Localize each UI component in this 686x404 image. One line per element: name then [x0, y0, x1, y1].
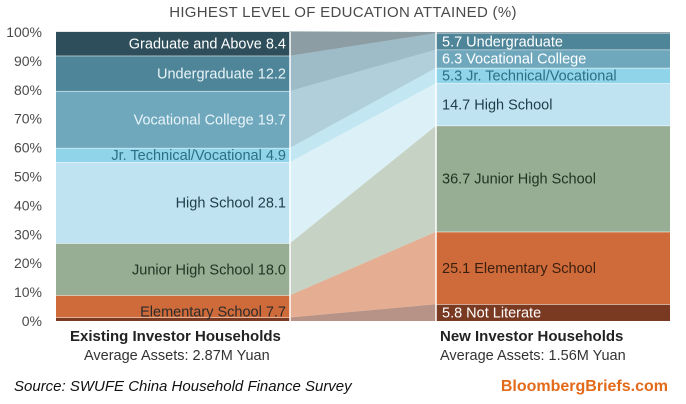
segment-labels: 5.8 Not Literate Elementary School 7.7 25.… [111, 34, 616, 321]
group-label-new: New Investor Households [440, 328, 624, 345]
brand-link[interactable]: BloombergBriefs.com [500, 378, 668, 395]
segment-label: Jr. Technical/Vocational 4.9 [111, 148, 286, 164]
bar-segment [56, 31, 290, 56]
bar-segment [436, 304, 670, 321]
bar-segment [56, 90, 290, 148]
segment-label: 5.3 Jr. Technical/Vocational [442, 68, 617, 84]
y-tick-label: 10% [14, 284, 42, 300]
segment-label: 36.7 Junior High School [442, 172, 596, 188]
bar-segment [436, 231, 670, 305]
chart-title: HIGHEST LEVEL OF EDUCATION ATTAINED (%) [169, 4, 517, 21]
segment-label: Vocational College 19.7 [134, 112, 286, 128]
group-sublabel-existing: Average Assets: 2.87M Yuan [84, 348, 270, 364]
connector-band [290, 304, 436, 321]
connector-band [290, 67, 436, 163]
group-label-existing: Existing Investor Households [70, 328, 281, 345]
segment-label: 6.3 Vocational College [442, 52, 586, 68]
y-tick-label: 30% [14, 226, 42, 242]
y-tick-label: 0% [22, 313, 42, 329]
segment-label: High School 28.1 [176, 196, 286, 212]
bar-segment [436, 67, 670, 84]
segment-label: Elementary School 7.7 [140, 304, 286, 320]
y-tick-label: 80% [14, 82, 42, 98]
source-note: Source: SWUFE China Household Finance Su… [14, 378, 352, 395]
connector-band [290, 231, 436, 318]
connector-bands [290, 31, 436, 321]
bar-segment [56, 243, 290, 296]
connector-band [290, 83, 436, 244]
connector-band [290, 31, 436, 56]
bar-segment [56, 295, 290, 318]
bar-segment [56, 55, 290, 91]
y-tick-label: 100% [6, 24, 42, 40]
bar-segment [436, 33, 670, 50]
bar-segment [56, 147, 290, 163]
bar-segment [56, 317, 290, 321]
connector-band [290, 125, 436, 296]
segment-label: 25.1 Elementary School [442, 261, 596, 277]
connector-band [290, 33, 436, 91]
bar-segment [436, 49, 670, 68]
y-tick-label: 20% [14, 255, 42, 271]
segment-label: Undergraduate 12.2 [157, 66, 286, 82]
y-tick-label: 50% [14, 169, 42, 185]
segment-label: 14.7 High School [442, 97, 552, 113]
y-axis: 0% 10% 20% 30% 40% 50% 60% 70% 80% 90% 100% [6, 24, 42, 329]
bar-segments [56, 30, 670, 321]
bar-segment [56, 162, 290, 244]
segment-label: 5.8 Not Literate [442, 306, 541, 322]
segment-label: 5.7 Undergraduate [442, 34, 563, 50]
y-tick-label: 90% [14, 53, 42, 69]
group-sublabel-new: Average Assets: 1.56M Yuan [440, 348, 626, 364]
segment-label: Graduate and Above 8.4 [129, 37, 286, 53]
segment-label: Junior High School 18.0 [132, 262, 286, 278]
bar-segment [436, 125, 670, 232]
y-tick-label: 70% [14, 111, 42, 127]
bar-segment [436, 32, 670, 34]
y-tick-label: 60% [14, 140, 42, 156]
connector-band [290, 49, 436, 148]
bar-segment [436, 83, 670, 126]
y-tick-label: 40% [14, 197, 42, 213]
